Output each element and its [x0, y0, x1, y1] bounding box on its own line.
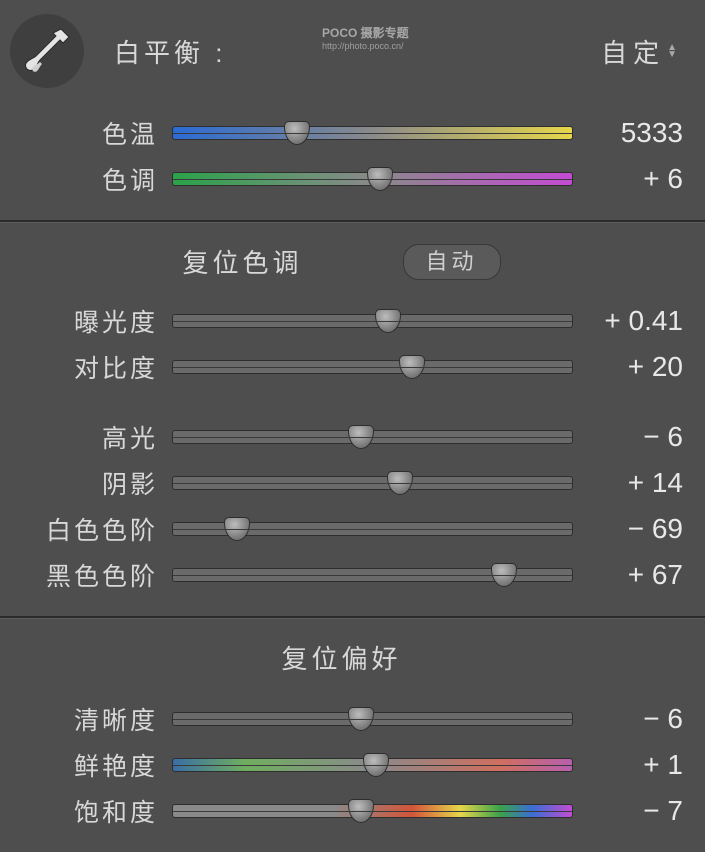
tone-b-2-thumb[interactable]	[224, 517, 250, 541]
tone-b-1-slider[interactable]	[172, 476, 573, 490]
presence-2-row: 饱和度 − 7	[0, 788, 683, 834]
tone-header-label: 复位色调	[182, 243, 302, 280]
tone-b-0-row: 高光 − 6	[0, 414, 683, 460]
presence-0-row: 清晰度 − 6	[0, 696, 683, 742]
presence-1-slider[interactable]	[172, 758, 573, 772]
wb-1-row: 色调 + 6	[0, 156, 683, 202]
tone-b-3-thumb[interactable]	[491, 563, 517, 587]
wb-0-slider[interactable]	[172, 126, 573, 140]
auto-button[interactable]: 自动	[403, 244, 501, 280]
tone-b-0-value[interactable]: − 6	[573, 421, 683, 453]
tone-b-3-slider[interactable]	[172, 568, 573, 582]
tone-b-2-value[interactable]: − 69	[573, 513, 683, 545]
wb-1-thumb[interactable]	[367, 167, 393, 191]
wb-label: 白平衡 :	[114, 33, 226, 70]
wb-0-label: 色温	[0, 115, 172, 151]
wb-0-row: 色温 5333	[0, 110, 683, 156]
presence-1-thumb[interactable]	[363, 753, 389, 777]
tone-b-2-label: 白色色阶	[0, 511, 172, 547]
presence-2-label: 饱和度	[0, 793, 172, 829]
wb-1-value[interactable]: + 6	[573, 163, 683, 195]
wb-1-slider[interactable]	[172, 172, 573, 186]
wb-preset-value: 自定	[601, 33, 665, 70]
dropdown-arrows-icon: ▲▼	[667, 44, 683, 58]
presence-2-value[interactable]: − 7	[573, 795, 683, 827]
eyedropper-tool[interactable]	[10, 14, 84, 88]
presence-0-slider[interactable]	[172, 712, 573, 726]
wb-preset-dropdown[interactable]: 自定 ▲▼	[601, 33, 683, 70]
tone-b-3-label: 黑色色阶	[0, 557, 172, 593]
presence-1-value[interactable]: + 1	[573, 749, 683, 781]
tone-a-0-label: 曝光度	[0, 303, 172, 339]
tone-b-2-slider[interactable]	[172, 522, 573, 536]
wb-1-label: 色调	[0, 161, 172, 197]
tone-b-1-row: 阴影 + 14	[0, 460, 683, 506]
tone-b-1-label: 阴影	[0, 465, 172, 501]
tone-a-0-slider[interactable]	[172, 314, 573, 328]
tone-a-0-value[interactable]: + 0.41	[573, 305, 683, 337]
presence-0-value[interactable]: − 6	[573, 703, 683, 735]
presence-2-thumb[interactable]	[348, 799, 374, 823]
wb-0-thumb[interactable]	[284, 121, 310, 145]
presence-2-slider[interactable]	[172, 804, 573, 818]
tone-b-2-row: 白色色阶 − 69	[0, 506, 683, 552]
tone-b-1-thumb[interactable]	[387, 471, 413, 495]
tone-a-1-thumb[interactable]	[399, 355, 425, 379]
tone-b-0-label: 高光	[0, 419, 172, 455]
tone-b-3-value[interactable]: + 67	[573, 559, 683, 591]
tone-b-0-slider[interactable]	[172, 430, 573, 444]
tone-b-1-value[interactable]: + 14	[573, 467, 683, 499]
presence-section: 复位偏好 清晰度 − 6 鲜艳度 + 1 饱和度 − 7	[0, 618, 705, 852]
basic-panel: POCO 摄影专题 http://photo.poco.cn/ 白平衡 : 自定…	[0, 0, 705, 852]
tone-b-3-row: 黑色色阶 + 67	[0, 552, 683, 598]
tone-a-1-value[interactable]: + 20	[573, 351, 683, 383]
presence-0-label: 清晰度	[0, 701, 172, 737]
tone-section: 复位色调 自动 曝光度 + 0.41 对比度 + 20 高光 − 6 阴影 + 14 白色色阶…	[0, 222, 705, 618]
wb-section: POCO 摄影专题 http://photo.poco.cn/ 白平衡 : 自定…	[0, 0, 705, 222]
eyedropper-icon	[21, 25, 73, 77]
wb-0-value[interactable]: 5333	[573, 117, 683, 149]
presence-header-label: 复位偏好	[281, 639, 401, 676]
presence-1-row: 鲜艳度 + 1	[0, 742, 683, 788]
presence-0-thumb[interactable]	[348, 707, 374, 731]
presence-1-label: 鲜艳度	[0, 747, 172, 783]
tone-a-1-row: 对比度 + 20	[0, 344, 683, 390]
tone-a-1-label: 对比度	[0, 349, 172, 385]
tone-a-0-row: 曝光度 + 0.41	[0, 298, 683, 344]
tone-a-1-slider[interactable]	[172, 360, 573, 374]
tone-a-0-thumb[interactable]	[375, 309, 401, 333]
tone-b-0-thumb[interactable]	[348, 425, 374, 449]
